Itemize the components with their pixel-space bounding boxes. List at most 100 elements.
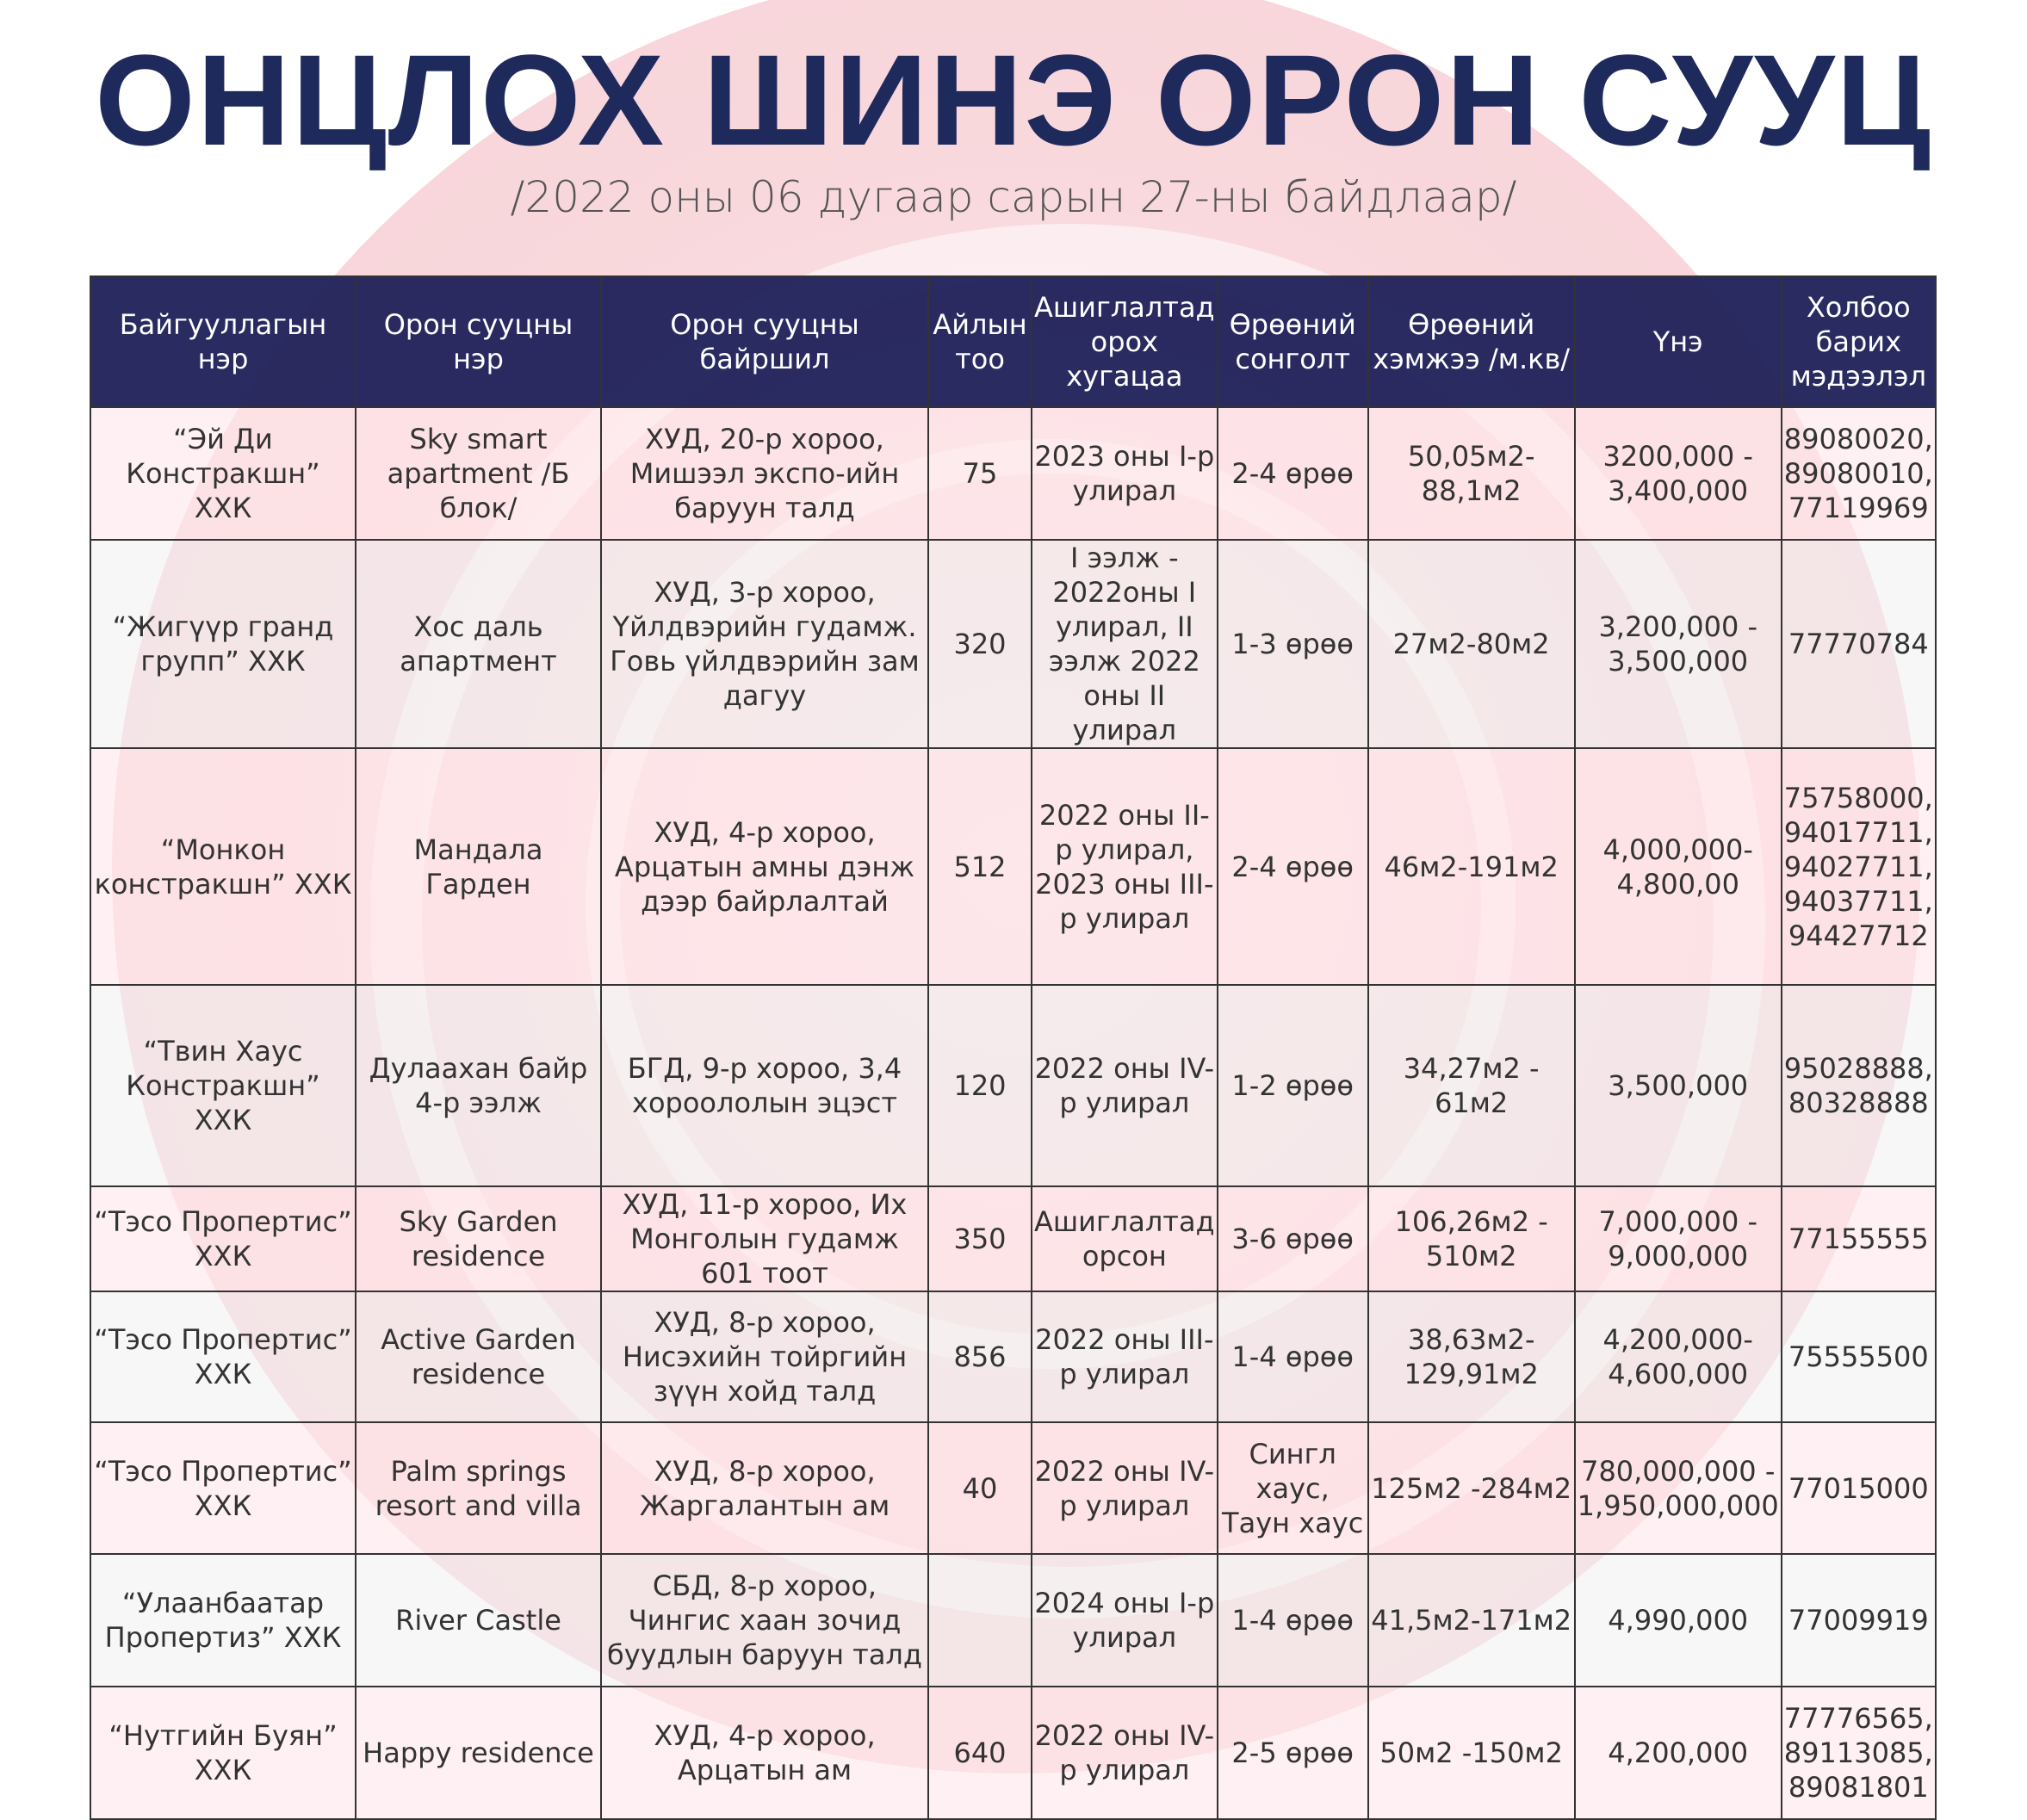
- column-header: Орон сууцны нэр: [355, 275, 602, 408]
- table-cell: 41,5м2-171м2: [1367, 1553, 1576, 1687]
- table-cell: 3,200,000 - 3,500,000: [1573, 539, 1782, 749]
- table-cell: 2022 оны IV-р улирал: [1031, 984, 1218, 1187]
- table-cell: Happy residence: [355, 1686, 602, 1820]
- table-cell: ХУД, 20-р хороо, Мишээл экспо-ийн баруун…: [600, 406, 929, 541]
- table-cell: [927, 1553, 1032, 1687]
- table-cell: 125м2 -284м2: [1367, 1421, 1576, 1555]
- table-cell: ХУД, 8-р хороо, Жаргалантын ам: [600, 1421, 929, 1555]
- table-row: “Монкон констракшн” ХХК Мандала Гарден ХУД…: [90, 747, 1937, 986]
- table-row: “Твин Хаус Констракшн” ХХК Дулаахан байр …: [90, 984, 1937, 1187]
- table-cell: 1-3 өрөө: [1216, 539, 1369, 749]
- table-cell: “Нутгийн Буян” ХХК: [90, 1686, 356, 1820]
- table-row: “Тэсо Пропертис” ХХК Palm springs resort …: [90, 1421, 1937, 1555]
- column-header: Орон сууцны байршил: [600, 275, 929, 408]
- table-cell: 4,200,000: [1573, 1686, 1782, 1820]
- column-header: Ашиглалтад орох хугацаа: [1031, 275, 1218, 408]
- table-cell: 75555500: [1780, 1291, 1937, 1423]
- table-cell: 89080020, 89080010, 77119969: [1780, 406, 1937, 541]
- table-cell: 512: [927, 747, 1032, 986]
- table-cell: 77015000: [1780, 1421, 1937, 1555]
- column-header: Өрөөний хэмжээ /м.кв/: [1367, 275, 1576, 408]
- table-cell: “Тэсо Пропертис” ХХК: [90, 1291, 356, 1423]
- table-cell: 77776565, 89113085, 89081801: [1780, 1686, 1937, 1820]
- table-cell: 77770784: [1780, 539, 1937, 749]
- table-cell: I ээлж - 2022оны I улирал, II ээлж 2022 …: [1031, 539, 1218, 749]
- table-cell: 7,000,000 - 9,000,000: [1573, 1185, 1782, 1292]
- table-cell: Хос даль апартмент: [355, 539, 602, 749]
- table-cell: 3-6 өрөө: [1216, 1185, 1369, 1292]
- table-cell: 856: [927, 1291, 1032, 1423]
- table-row: “Тэсо Пропертис” ХХК Sky Garden residence…: [90, 1185, 1937, 1292]
- table-cell: Сингл хаус, Таун хаус: [1216, 1421, 1369, 1555]
- table-cell: “Тэсо Пропертис” ХХК: [90, 1185, 356, 1292]
- table-cell: ХУД, 8-р хороо, Нисэхийн тойргийн зүүн х…: [600, 1291, 929, 1423]
- table-cell: Мандала Гарден: [355, 747, 602, 986]
- table-cell: “Улаанбаатар Пропертиз” ХХК: [90, 1553, 356, 1687]
- table-cell: 3,500,000: [1573, 984, 1782, 1187]
- table-cell: 50,05м2-88,1м2: [1367, 406, 1576, 541]
- table-cell: 2024 оны I-р улирал: [1031, 1553, 1218, 1687]
- apartments-table: Байгууллагын нэр Орон сууцны нэр Орон сууц…: [90, 275, 1937, 1820]
- table-cell: Ашиглалтад орсон: [1031, 1185, 1218, 1292]
- table-cell: “Монкон констракшн” ХХК: [90, 747, 356, 986]
- table-header-row: Байгууллагын нэр Орон сууцны нэр Орон сууц…: [90, 275, 1937, 408]
- page-title: ОНЦЛОХ ШИНЭ ОРОН СУУЦ: [95, 28, 1932, 172]
- table-cell: 1-2 өрөө: [1216, 984, 1369, 1187]
- table-cell: Active Garden residence: [355, 1291, 602, 1423]
- table-cell: “Эй Ди Констракшн” ХХК: [90, 406, 356, 541]
- table-cell: 106,26м2 - 510м2: [1367, 1185, 1576, 1292]
- table-cell: ХУД, 11-р хороо, Их Монголын гудамж 601 …: [600, 1185, 929, 1292]
- table-cell: 780,000,000 - 1,950,000,000: [1573, 1421, 1782, 1555]
- table-cell: 75758000, 94017711, 94027711, 94037711, …: [1780, 747, 1937, 986]
- table-cell: ХУД, 4-р хороо, Арцатын ам: [600, 1686, 929, 1820]
- table-cell: “Твин Хаус Констракшн” ХХК: [90, 984, 356, 1187]
- table-cell: 95028888, 80328888: [1780, 984, 1937, 1187]
- table-cell: БГД, 9-р хороо, 3,4 хороололын эцэст: [600, 984, 929, 1187]
- table-row: “Нутгийн Буян” ХХК Happy residence ХУД, 4-…: [90, 1686, 1937, 1820]
- table-cell: 1-4 өрөө: [1216, 1553, 1369, 1687]
- table-cell: 1-4 өрөө: [1216, 1291, 1369, 1423]
- table-cell: 320: [927, 539, 1032, 749]
- table-cell: 2022 оны IV-р улирал: [1031, 1421, 1218, 1555]
- table-cell: 75: [927, 406, 1032, 541]
- column-header: Үнэ: [1573, 275, 1782, 408]
- table-cell: 27м2-80м2: [1367, 539, 1576, 749]
- column-header: Холбоо барих мэдээлэл: [1780, 275, 1937, 408]
- table-cell: River Castle: [355, 1553, 602, 1687]
- table-cell: 38,63м2-129,91м2: [1367, 1291, 1576, 1423]
- page-subtitle: /2022 оны 06 дугаар сарын 27-ны байдлаар…: [510, 172, 1517, 222]
- table-cell: 3200,000 - 3,400,000: [1573, 406, 1782, 541]
- table-row: “Улаанбаатар Пропертиз” ХХК River Castle С…: [90, 1553, 1937, 1687]
- table-cell: 2022 оны III-р улирал: [1031, 1291, 1218, 1423]
- table-cell: 2-4 өрөө: [1216, 406, 1369, 541]
- table-cell: “Жигүүр гранд групп” ХХК: [90, 539, 356, 749]
- table-cell: 2023 оны I-р улирал: [1031, 406, 1218, 541]
- column-header: Айлын тоо: [927, 275, 1032, 408]
- table-cell: 120: [927, 984, 1032, 1187]
- table-cell: 46м2-191м2: [1367, 747, 1576, 986]
- table-cell: СБД, 8-р хороо, Чингис хаан зочид буудлы…: [600, 1553, 929, 1687]
- table-row: “Жигүүр гранд групп” ХХК Хос даль апартме…: [90, 539, 1937, 749]
- table-cell: 77155555: [1780, 1185, 1937, 1292]
- table-cell: Sky Garden residence: [355, 1185, 602, 1292]
- table-cell: 50м2 -150м2: [1367, 1686, 1576, 1820]
- table-cell: “Тэсо Пропертис” ХХК: [90, 1421, 356, 1555]
- table-cell: 4,000,000-4,800,00: [1573, 747, 1782, 986]
- table-cell: 350: [927, 1185, 1032, 1292]
- table-row: “Эй Ди Констракшн” ХХК Sky smart apartmen…: [90, 406, 1937, 541]
- table-cell: 77009919: [1780, 1553, 1937, 1687]
- table-cell: ХУД, 4-р хороо, Арцатын амны дэнж дээр б…: [600, 747, 929, 986]
- table-cell: 640: [927, 1686, 1032, 1820]
- table-cell: Palm springs resort and villa: [355, 1421, 602, 1555]
- table-cell: 2-5 өрөө: [1216, 1686, 1369, 1820]
- table-cell: 4,990,000: [1573, 1553, 1782, 1687]
- table-cell: 40: [927, 1421, 1032, 1555]
- table-cell: 2022 оны IV-р улирал: [1031, 1686, 1218, 1820]
- table-cell: ХУД, 3-р хороо, Үйлдвэрийн гудамж. Говь …: [600, 539, 929, 749]
- table-cell: 4,200,000-4,600,000: [1573, 1291, 1782, 1423]
- table-cell: 2-4 өрөө: [1216, 747, 1369, 986]
- column-header: Байгууллагын нэр: [90, 275, 356, 408]
- table-cell: 2022 оны II-р улирал, 2023 оны III-р ули…: [1031, 747, 1218, 986]
- table-cell: 34,27м2 - 61м2: [1367, 984, 1576, 1187]
- table-row: “Тэсо Пропертис” ХХК Active Garden reside…: [90, 1291, 1937, 1423]
